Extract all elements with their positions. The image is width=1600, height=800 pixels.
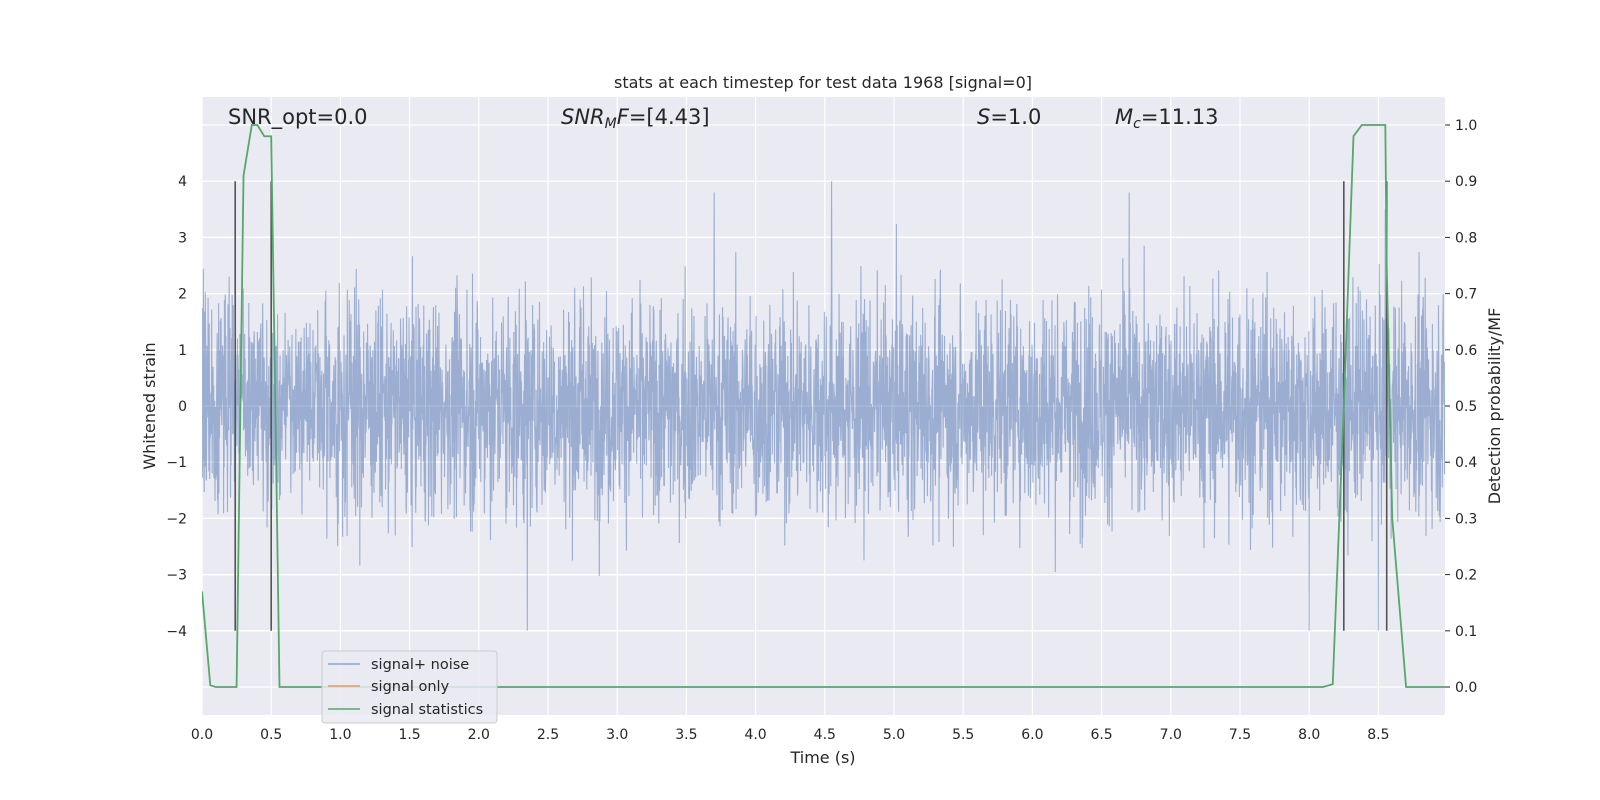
y-left-tick-label: 4 <box>178 174 187 190</box>
x-tick-label: 5.0 <box>883 727 905 743</box>
x-tick-label: 8.5 <box>1367 727 1389 743</box>
signal-statistics-series <box>202 124 1445 688</box>
signal-noise-series <box>202 181 1445 631</box>
x-tick-labels: 0.0 0.5 1.0 1.5 2.0 2.5 3.0 3.5 4.0 4.5 5.0 5.5 6.0 6… <box>191 727 1390 743</box>
legend-label-signal-statistics: signal statistics <box>371 702 483 718</box>
x-tick-label: 6.0 <box>1021 727 1043 743</box>
x-tick-label: 1.0 <box>329 727 351 743</box>
annotation-s-stat: S=1.0 <box>977 105 1041 129</box>
x-tick-label: 5.5 <box>952 727 974 743</box>
x-tick-label: 7.5 <box>1229 727 1251 743</box>
y-right-tick-label: 0.1 <box>1455 624 1477 640</box>
y-left-tick-label: −2 <box>166 511 187 527</box>
annotation-s-symbol: S <box>977 105 990 129</box>
signal-statistics-line <box>202 124 1445 688</box>
annotation-s-value: =1.0 <box>990 105 1041 129</box>
y-right-tick-label: 0.7 <box>1455 287 1477 303</box>
y-left-tick-label: −4 <box>166 624 187 640</box>
y-right-tick-labels: 1.0 0.9 0.8 0.7 0.6 0.5 0.4 0.3 0.2 0.1 0.0 <box>1445 118 1477 696</box>
x-tick-label: 3.0 <box>606 727 628 743</box>
x-tick-label: 8.0 <box>1298 727 1320 743</box>
x-tick-label: 0.0 <box>191 727 213 743</box>
y-right-tick-label: 0.5 <box>1455 399 1477 415</box>
legend-label-signal-noise: signal+ noise <box>371 657 469 673</box>
y-right-tick-label: 0.8 <box>1455 230 1477 246</box>
annotation-snr-mf-value: =[4.43] <box>629 105 710 129</box>
annotation-snr-mf-subscript: M <box>605 116 617 132</box>
chart-title: stats at each timestep for test data 196… <box>614 73 1032 92</box>
y-right-axis-label: Detection probability/MF <box>1485 308 1504 505</box>
annotation-mc-subscript: c <box>1133 116 1141 132</box>
x-tick-label: 6.5 <box>1090 727 1112 743</box>
annotation-mc-value: =11.13 <box>1141 105 1219 129</box>
y-left-tick-labels: 4 3 2 1 0 −1 −2 −3 −4 <box>166 174 187 640</box>
x-tick-label: 4.5 <box>814 727 836 743</box>
x-tick-label: 2.5 <box>537 727 559 743</box>
y-left-tick-label: 3 <box>178 230 187 246</box>
y-right-tick-label: 0.0 <box>1455 680 1477 696</box>
y-right-tick-label: 0.9 <box>1455 174 1477 190</box>
annotation-mc: Mc=11.13 <box>1115 105 1219 132</box>
x-axis-label: Time (s) <box>789 748 855 767</box>
annotation-snr-mf-f: F <box>617 105 630 129</box>
annotation-snr-mf: SNRMF=[4.43] <box>561 105 710 132</box>
x-tick-label: 2.0 <box>468 727 490 743</box>
x-tick-label: 4.0 <box>744 727 766 743</box>
annotation-mc-symbol: M <box>1115 105 1133 129</box>
y-right-tick-label: 1.0 <box>1455 118 1477 134</box>
annotations: SNR_opt=0.0 SNRMF=[4.43] S=1.0 Mc=11.13 <box>228 105 1219 132</box>
y-left-tick-label: −1 <box>166 455 187 471</box>
y-left-tick-label: 0 <box>178 399 187 415</box>
x-tick-label: 3.5 <box>675 727 697 743</box>
y-left-tick-label: −3 <box>166 568 187 584</box>
y-right-tick-label: 0.6 <box>1455 343 1477 359</box>
annotation-snr-opt: SNR_opt=0.0 <box>228 105 368 130</box>
y-right-tick-label: 0.3 <box>1455 511 1477 527</box>
legend-label-signal-only: signal only <box>371 679 450 695</box>
x-tick-label: 0.5 <box>260 727 282 743</box>
legend-box <box>321 650 498 724</box>
y-left-axis-label: Whitened strain <box>140 342 159 469</box>
y-right-tick-label: 0.4 <box>1455 455 1477 471</box>
annotation-snr-mf-symbol: SNR <box>561 105 605 129</box>
y-right-tick-label: 0.2 <box>1455 568 1477 584</box>
y-left-tick-label: 1 <box>178 343 187 359</box>
y-left-tick-label: 2 <box>178 287 187 303</box>
x-tick-label: 7.0 <box>1160 727 1182 743</box>
x-tick-label: 1.5 <box>398 727 420 743</box>
legend: signal+ noise signal only signal statist… <box>321 650 498 724</box>
signal-noise-line <box>202 181 1445 631</box>
